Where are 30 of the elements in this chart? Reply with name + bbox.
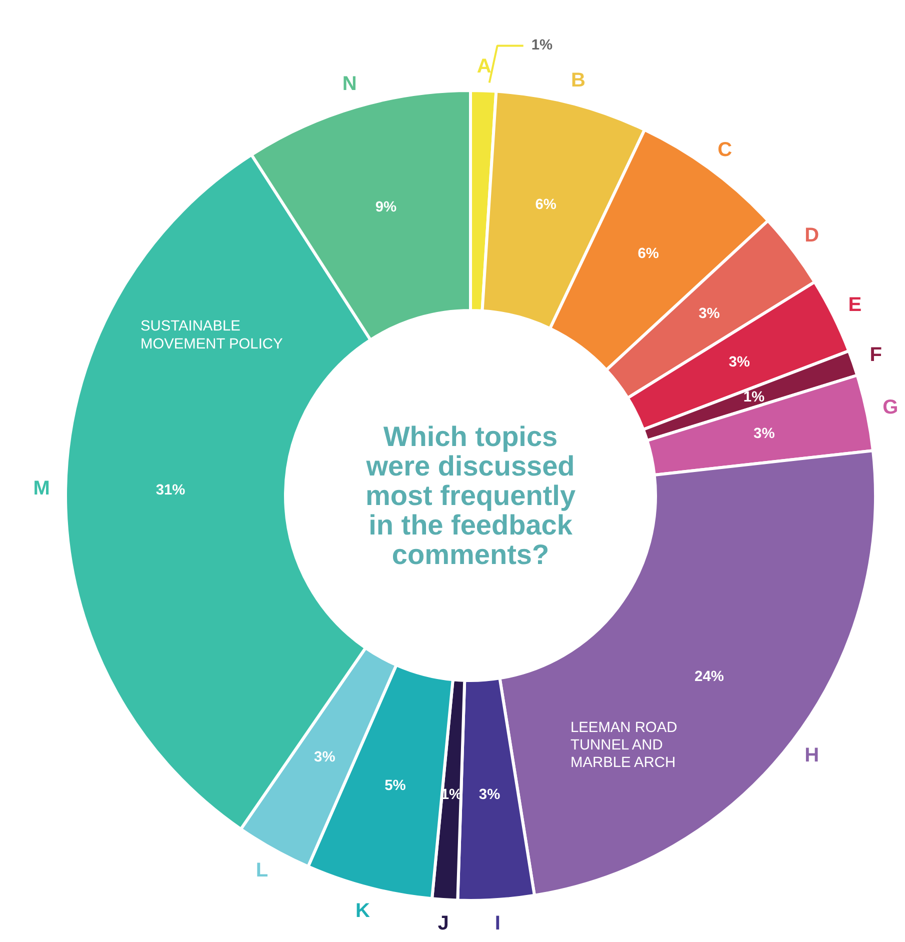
data-label: 9% — [375, 200, 397, 216]
data-label: 3% — [478, 786, 500, 803]
text: LEEMAN ROAD TUNNEL AND MARBLE ARCH — [570, 720, 678, 772]
slice-label: K — [356, 900, 371, 922]
text: Which topics were discussed most frequently in the feedback comments? — [365, 421, 576, 570]
slice-label: I — [494, 912, 500, 935]
slice-label: N — [342, 72, 357, 95]
slice-label: F — [870, 344, 882, 366]
data-label: 5% — [384, 778, 406, 794]
slice-label: J — [438, 912, 449, 935]
slice-label: M — [33, 478, 50, 500]
data-label: 31% — [156, 482, 186, 499]
data-label: 3% — [698, 306, 720, 322]
data-label: 1% — [531, 38, 553, 54]
slice-label: D — [804, 224, 820, 247]
data-label: 3% — [754, 426, 775, 442]
slice-label: G — [882, 396, 898, 419]
data-label: 3% — [314, 750, 336, 766]
slice-label: B — [571, 69, 586, 92]
data-label: 3% — [728, 354, 750, 370]
slice-label: L — [256, 859, 268, 882]
slice-label: E — [848, 294, 862, 316]
data-label: 6% — [638, 246, 659, 262]
data-label: 1% — [743, 389, 765, 406]
slice-label: H — [804, 744, 820, 766]
data-label: 24% — [694, 669, 724, 686]
text: SUSTAINABLE MOVEMENT POLICY — [140, 318, 283, 352]
slice-label: A — [476, 56, 492, 78]
slice-label: C — [718, 139, 732, 162]
data-label: 6% — [535, 197, 556, 214]
